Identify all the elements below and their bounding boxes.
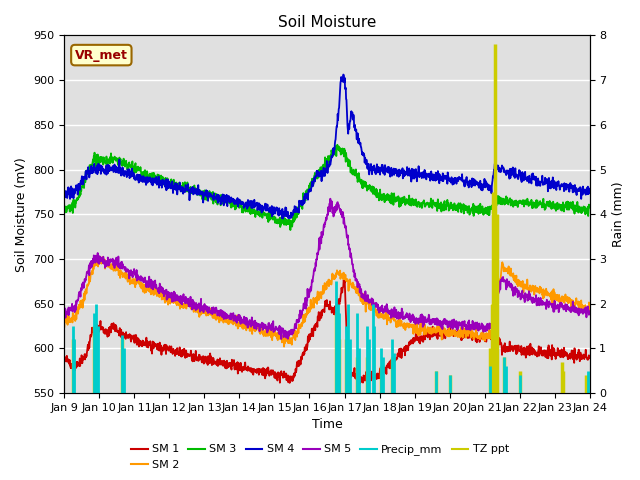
X-axis label: Time: Time xyxy=(312,419,342,432)
Y-axis label: Rain (mm): Rain (mm) xyxy=(612,181,625,247)
Legend: SM 1, SM 2, SM 3, SM 4, SM 5, Precip_mm, TZ ppt: SM 1, SM 2, SM 3, SM 4, SM 5, Precip_mm,… xyxy=(127,440,513,474)
Text: VR_met: VR_met xyxy=(75,48,128,61)
Y-axis label: Soil Moisture (mV): Soil Moisture (mV) xyxy=(15,157,28,272)
Title: Soil Moisture: Soil Moisture xyxy=(278,15,376,30)
